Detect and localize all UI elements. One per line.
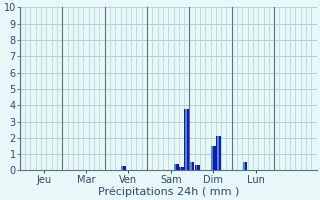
- Bar: [212, 146, 213, 170]
- Bar: [216, 136, 221, 170]
- Bar: [190, 162, 192, 170]
- Bar: [217, 136, 219, 170]
- Bar: [179, 167, 184, 170]
- Bar: [174, 164, 179, 170]
- Bar: [243, 162, 247, 170]
- Bar: [121, 166, 125, 170]
- Bar: [121, 166, 123, 170]
- Bar: [195, 165, 200, 170]
- X-axis label: Précipitations 24h ( mm ): Précipitations 24h ( mm ): [98, 186, 239, 197]
- Bar: [196, 165, 197, 170]
- Bar: [190, 162, 195, 170]
- Bar: [211, 146, 216, 170]
- Bar: [184, 109, 189, 170]
- Bar: [185, 109, 187, 170]
- Bar: [174, 164, 176, 170]
- Bar: [243, 162, 245, 170]
- Bar: [180, 167, 181, 170]
